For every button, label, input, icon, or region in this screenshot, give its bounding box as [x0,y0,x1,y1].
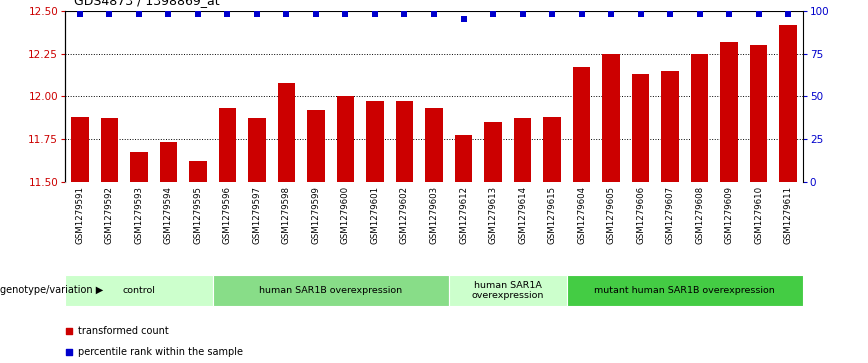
Point [427,11,441,17]
Bar [189,161,207,182]
Bar [307,110,325,182]
Text: mutant human SAR1B overexpression: mutant human SAR1B overexpression [595,286,775,295]
Bar [396,101,413,182]
Text: GSM1279597: GSM1279597 [253,186,261,244]
Text: GSM1279604: GSM1279604 [577,186,586,244]
Point [722,11,736,17]
Point [250,11,264,17]
Point [102,11,116,17]
Point [663,11,677,17]
Text: human SAR1B overexpression: human SAR1B overexpression [260,286,402,295]
Point [276,271,290,277]
Text: GSM1279602: GSM1279602 [400,186,409,244]
Bar [101,118,118,182]
Bar [278,82,295,182]
Bar [213,275,449,306]
Text: GSM1279613: GSM1279613 [489,186,497,244]
Bar [219,108,236,182]
Bar [425,108,443,182]
Bar [691,54,708,182]
Bar [661,70,679,182]
Point [604,11,618,17]
Point [220,11,234,17]
Text: GSM1279593: GSM1279593 [135,186,143,244]
Point [545,11,559,17]
Point [339,11,352,17]
Bar [543,117,561,182]
Text: GSM1279591: GSM1279591 [76,186,84,244]
Text: percentile rank within the sample: percentile rank within the sample [78,347,243,357]
Text: GSM1279601: GSM1279601 [371,186,379,244]
Bar [65,275,213,306]
Text: GSM1279607: GSM1279607 [666,186,674,244]
Bar [366,101,384,182]
Point [516,11,529,17]
Point [73,11,87,17]
Point [276,75,290,81]
Text: GSM1279606: GSM1279606 [636,186,645,244]
Bar [484,122,502,182]
Text: GSM1279610: GSM1279610 [754,186,763,244]
Point [457,16,470,22]
Point [781,11,795,17]
Bar [514,118,531,182]
Text: genotype/variation ▶: genotype/variation ▶ [0,285,103,295]
Point [486,11,500,17]
Text: GSM1279603: GSM1279603 [430,186,438,244]
Point [309,11,323,17]
Bar [455,135,472,182]
Text: GSM1279609: GSM1279609 [725,186,733,244]
Text: GSM1279611: GSM1279611 [784,186,792,244]
Text: GSM1279600: GSM1279600 [341,186,350,244]
Point [693,11,707,17]
Text: GSM1279608: GSM1279608 [695,186,704,244]
Text: transformed count: transformed count [78,326,168,336]
Text: GDS4873 / 1398869_at: GDS4873 / 1398869_at [74,0,220,7]
Text: GSM1279615: GSM1279615 [548,186,556,244]
Text: GSM1279605: GSM1279605 [607,186,615,244]
Text: GSM1279592: GSM1279592 [105,186,114,244]
Point [575,11,589,17]
Point [161,11,175,17]
Point [752,11,766,17]
Point [368,11,382,17]
Bar [602,54,620,182]
Point [191,11,205,17]
Text: GSM1279612: GSM1279612 [459,186,468,244]
Bar [573,67,590,182]
Bar [720,42,738,182]
Bar [449,275,567,306]
Bar [632,74,649,182]
Point [279,11,293,17]
Text: GSM1279599: GSM1279599 [312,186,320,244]
Bar [160,142,177,182]
Bar [71,117,89,182]
Bar [248,118,266,182]
Text: GSM1279594: GSM1279594 [164,186,173,244]
Text: GSM1279596: GSM1279596 [223,186,232,244]
Bar [130,152,148,182]
Point [398,11,411,17]
Text: GSM1279614: GSM1279614 [518,186,527,244]
Text: control: control [122,286,155,295]
Text: GSM1279595: GSM1279595 [194,186,202,244]
Text: GSM1279598: GSM1279598 [282,186,291,244]
Point [132,11,146,17]
Point [634,11,648,17]
Text: human SAR1A
overexpression: human SAR1A overexpression [471,281,544,300]
Bar [779,25,797,182]
Bar [337,96,354,182]
Bar [750,45,767,182]
Bar [567,275,803,306]
